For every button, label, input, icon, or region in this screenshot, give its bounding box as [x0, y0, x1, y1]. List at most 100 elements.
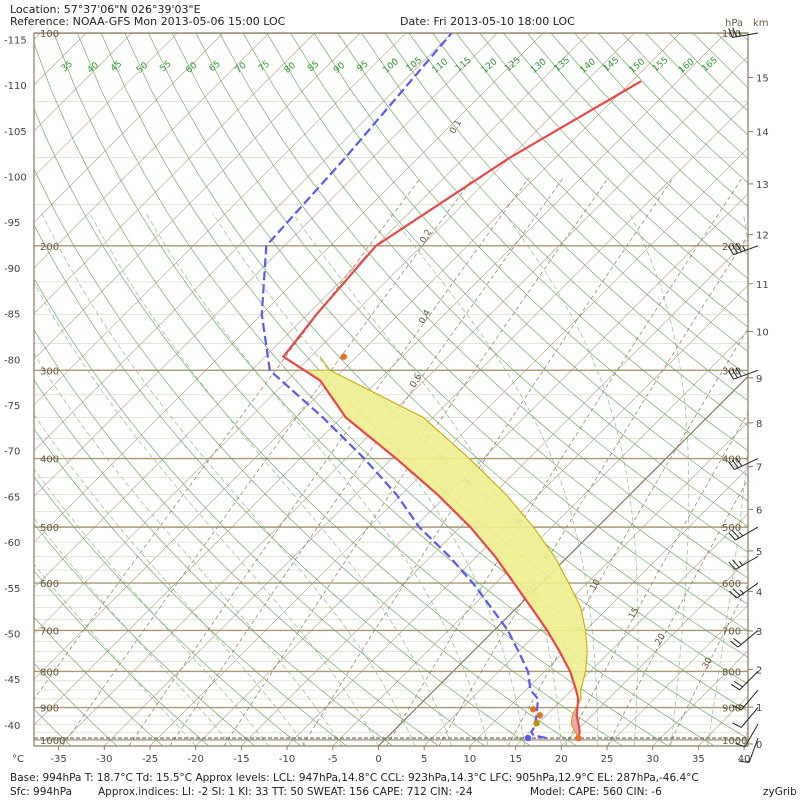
wind-barb	[732, 707, 759, 728]
isotherm-line	[286, 284, 748, 746]
theta-label: 150	[628, 57, 648, 76]
wind-barb	[729, 630, 759, 648]
dry-adiabat	[408, 33, 748, 377]
isotherm-line	[561, 558, 748, 746]
dry-adiabat	[34, 476, 301, 746]
dry-adiabat	[788, 33, 800, 746]
wind-barb-staff	[744, 723, 759, 747]
pressure-label-right: 700	[722, 626, 741, 637]
wind-barb	[728, 526, 759, 541]
wind-barb-staff	[734, 458, 759, 471]
km-tick-label: 0	[756, 740, 762, 751]
km-tick-label: 13	[756, 180, 769, 191]
left-temp-tick: -100	[4, 173, 27, 184]
mixing-ratio-label: 15	[627, 606, 641, 621]
bottom-temp-tick: -35	[50, 754, 66, 765]
left-temp-tick: -95	[4, 218, 20, 229]
wind-barb-flag	[742, 245, 746, 251]
wind-barb-flag	[729, 590, 738, 599]
pressure-label-right: 900	[722, 704, 741, 715]
km-tick-label: 12	[756, 231, 769, 242]
pressure-label-left: 700	[40, 626, 59, 637]
wind-barb	[728, 555, 759, 570]
bottom-temp-tick: -25	[142, 754, 158, 765]
unit-km: km	[753, 18, 769, 29]
reference-label: Reference: NOAA-GFS Mon 2013-05-06 15:00…	[10, 15, 286, 28]
bottom-temp-tick: -30	[96, 754, 112, 765]
dry-adiabat	[34, 662, 118, 746]
theta-label: 65	[208, 59, 223, 74]
dry-adiabat	[361, 33, 748, 427]
isotherm-line	[104, 101, 748, 746]
wind-barb-flag	[727, 245, 734, 255]
moist-adiabat	[743, 723, 748, 746]
x-axis-unit: °C	[12, 754, 24, 765]
wind-barb-staff	[732, 32, 759, 39]
pressure-label-right: 800	[722, 667, 741, 678]
moist-adiabat	[34, 563, 196, 746]
wind-barb-flag	[729, 640, 739, 648]
wind-barb	[735, 723, 759, 748]
wind-barb-staff	[736, 582, 759, 599]
km-tick-label: 5	[756, 547, 762, 558]
km-tick-label: 14	[756, 128, 769, 139]
left-temp-tick: -85	[4, 310, 20, 321]
moist-adiabat	[34, 468, 270, 746]
km-tick-label: 15	[756, 73, 769, 84]
dry-adiabat	[716, 33, 748, 65]
left-temp-tick: -60	[4, 538, 20, 549]
moist-adiabat	[89, 213, 452, 746]
pressure-label-left: 600	[40, 579, 59, 590]
isotherm-line	[34, 33, 498, 497]
plot-area: 0.10.20.40.61246101520303540455055606570…	[34, 33, 800, 746]
pressure-label-left: 400	[40, 455, 59, 466]
level-marker-sfc-td	[524, 734, 532, 742]
wind-barb-staff	[740, 707, 759, 728]
theta-label: 145	[602, 55, 622, 74]
isotherm-line	[469, 467, 748, 746]
moist-adiabat	[504, 213, 639, 746]
theta-label: 125	[503, 55, 523, 74]
left-temp-tick: -40	[4, 721, 20, 732]
isotherm-line	[378, 376, 748, 746]
isotherm-line	[34, 33, 727, 726]
mixing-ratio-line	[128, 177, 530, 746]
isotherm-line	[34, 33, 270, 269]
isotherm-line	[515, 513, 748, 746]
theta-label: 165	[700, 55, 720, 74]
wind-barb-staff	[733, 369, 759, 380]
dry-adiabat	[290, 33, 748, 502]
dry-adiabat	[34, 224, 531, 746]
level-marker-sfc-t	[575, 734, 582, 742]
moist-adiabat	[34, 352, 343, 746]
theta-label: 160	[677, 57, 697, 76]
mixing-ratio-line	[507, 328, 748, 746]
bottom-temp-tick: 20	[555, 754, 568, 765]
footer-brand: zyGrib	[763, 786, 797, 798]
dry-adiabat	[34, 523, 256, 746]
pressure-label-right: 500	[722, 523, 741, 534]
theta-label: 40	[86, 61, 101, 76]
km-tick-label: 2	[756, 665, 762, 676]
bottom-temp-tick: 40	[738, 754, 751, 765]
isotherm-line	[34, 33, 315, 315]
wind-barb-staff	[739, 671, 759, 691]
wind-barb-flag	[728, 28, 733, 38]
dry-adiabat	[597, 33, 748, 184]
moist-adiabat	[629, 213, 690, 746]
dry-adiabat	[34, 379, 393, 746]
mixing-ratio-label: 20	[654, 632, 669, 647]
dry-adiabat	[34, 616, 164, 746]
mixing-ratio-label: 0.2	[419, 228, 435, 245]
wind-barb-flag	[735, 367, 742, 377]
mixing-ratio-line	[564, 412, 748, 746]
pressure-label-left: 100	[40, 29, 59, 40]
moist-adiabat	[41, 213, 416, 746]
moist-adiabat	[34, 281, 379, 746]
dry-adiabat	[34, 570, 210, 746]
dry-adiabat	[432, 33, 748, 352]
wind-barb-flag	[738, 531, 744, 537]
isotherm-line	[149, 147, 748, 746]
parcel-line	[319, 356, 588, 739]
wind-barb-flag	[732, 530, 740, 539]
